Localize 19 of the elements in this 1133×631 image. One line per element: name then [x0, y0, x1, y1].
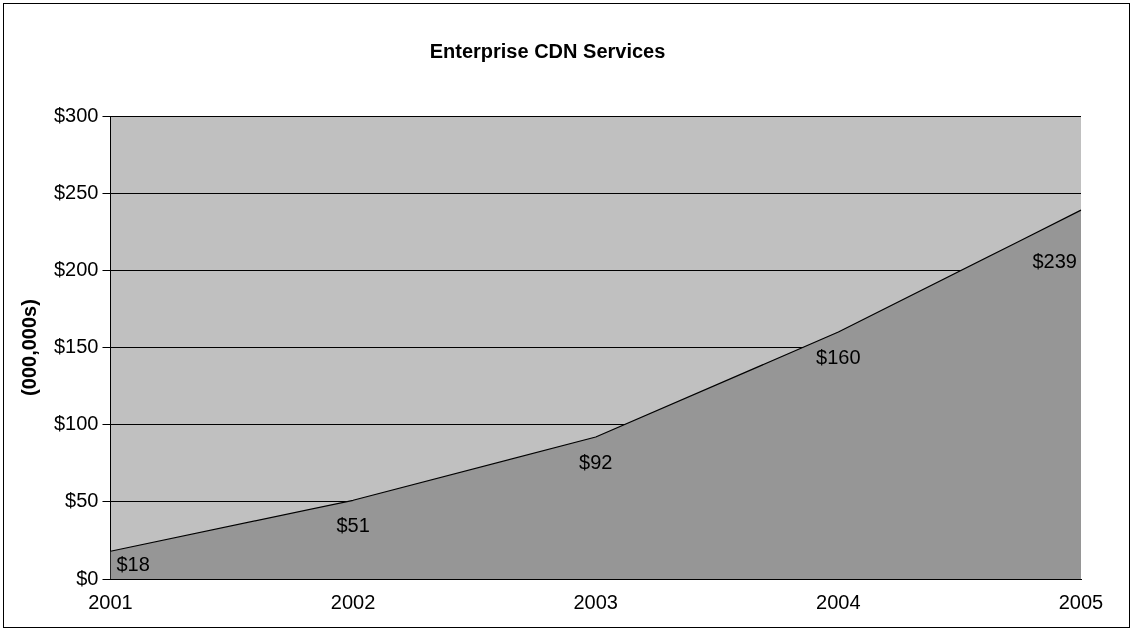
- x-tick-label: 2001: [88, 590, 133, 613]
- data-label: $92: [579, 450, 613, 473]
- y-axis-title: (000,000s): [17, 299, 40, 396]
- chart-title: Enterprise CDN Services: [429, 39, 666, 62]
- y-tick-label: $300: [53, 103, 99, 126]
- y-tick-label: $200: [53, 257, 99, 280]
- x-tick-label: 2005: [1058, 590, 1104, 613]
- x-tick-label: 2004: [816, 590, 861, 613]
- data-label: $51: [336, 513, 370, 536]
- data-label: $160: [816, 345, 861, 368]
- x-tick-label: 2003: [573, 590, 618, 613]
- y-tick-label: $0: [76, 566, 99, 589]
- x-tick-label: 2002: [330, 590, 376, 613]
- y-tick-label: $150: [53, 335, 99, 358]
- y-tick-label: $100: [53, 412, 99, 435]
- y-tick-label: $250: [53, 180, 99, 203]
- data-label: $18: [116, 552, 150, 575]
- data-label: $239: [1032, 249, 1077, 272]
- y-tick-label: $50: [65, 489, 99, 512]
